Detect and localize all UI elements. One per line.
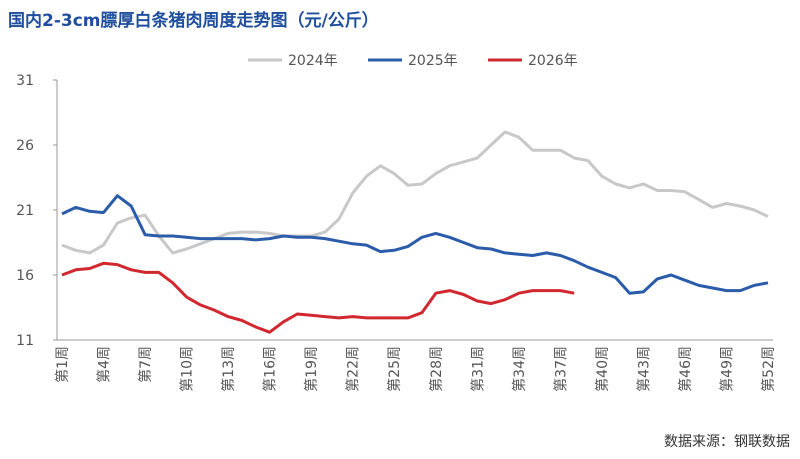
x-tick-label: 第40周 — [594, 346, 611, 392]
series-line — [61, 194, 769, 295]
source: 数据来源：钢联数据 — [664, 434, 790, 450]
y-tick-label: 11 — [16, 333, 34, 349]
x-tick-label: 第34周 — [511, 346, 528, 392]
x-tick-label: 第49周 — [718, 346, 735, 392]
x-tick-label: 第10周 — [179, 346, 196, 392]
x-tick-label: 第19周 — [303, 346, 320, 392]
y-tick-label: 31 — [16, 73, 34, 89]
x-tick-label: 第16周 — [262, 346, 279, 392]
x-tick-label: 第4周 — [96, 346, 113, 383]
x-tick-label: 第52周 — [760, 346, 777, 392]
legend-label: 2025年 — [408, 53, 458, 69]
x-tick-label: 第1周 — [54, 346, 71, 383]
x-tick-label: 第25周 — [386, 346, 403, 392]
series-line — [61, 130, 769, 255]
legend-label: 2024年 — [288, 53, 338, 69]
y-tick-label: 21 — [16, 203, 34, 219]
series-line — [61, 261, 575, 334]
x-tick-label: 第13周 — [220, 346, 237, 392]
x-tick-label: 第46周 — [677, 346, 694, 392]
chart-title: 国内2-3cm膘厚白条猪肉周度走势图（元/公斤） — [8, 10, 379, 31]
x-tick-label: 第37周 — [552, 346, 569, 392]
legend-label: 2026年 — [528, 53, 578, 69]
y-tick-label: 16 — [16, 268, 34, 284]
x-tick-label: 第31周 — [469, 346, 486, 392]
x-tick-label: 第43周 — [635, 346, 652, 392]
x-tick-label: 第7周 — [137, 346, 154, 383]
y-tick-label: 26 — [16, 138, 34, 154]
x-tick-label: 第22周 — [345, 346, 362, 392]
x-tick-label: 第28周 — [428, 346, 445, 392]
